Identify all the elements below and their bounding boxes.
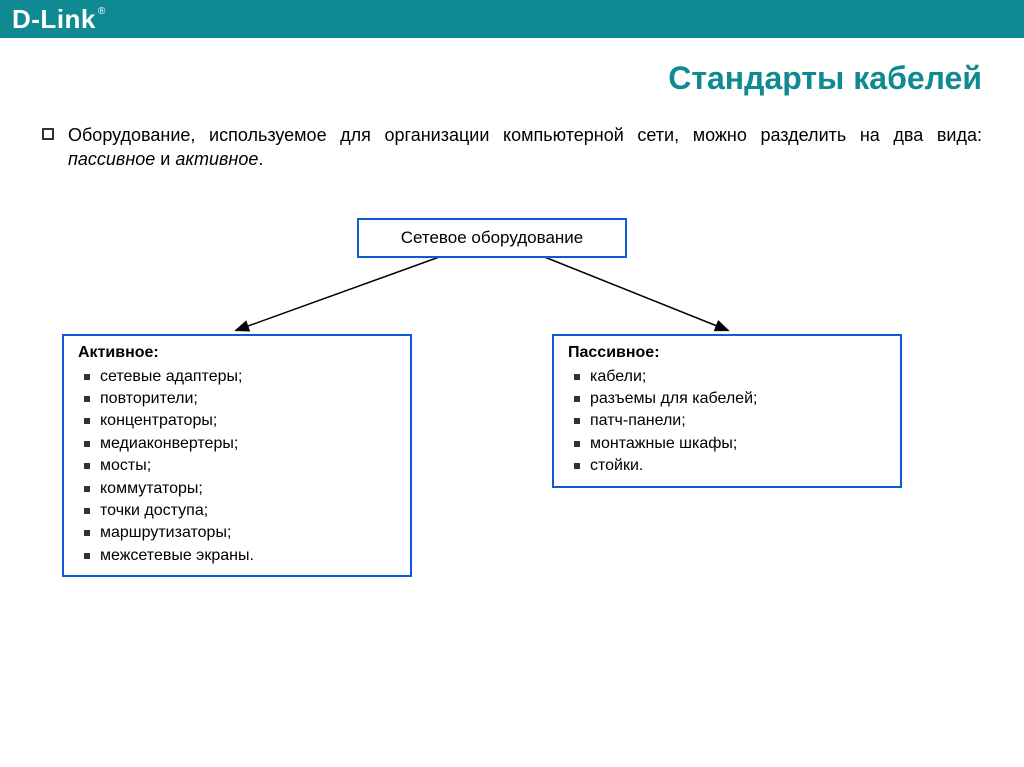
registered-mark: ® [98, 6, 106, 17]
bullet-row: Оборудование, используемое для организац… [42, 123, 982, 172]
body-text: Оборудование, используемое для организац… [0, 105, 1024, 172]
left-node: Активное: сетевые адаптеры;повторители;к… [62, 334, 412, 578]
list-item: стойки. [568, 455, 886, 477]
list-item: разъемы для кабелей; [568, 388, 886, 410]
header-bar: D-Link® [0, 0, 1024, 38]
list-item: медиаконвертеры; [78, 433, 396, 455]
para-mid: и [155, 149, 175, 169]
para-pre: Оборудование, используемое для организац… [68, 125, 982, 145]
list-item: повторители; [78, 388, 396, 410]
list-item: концентраторы; [78, 410, 396, 432]
root-label: Сетевое оборудование [401, 228, 584, 247]
root-node: Сетевое оборудование [357, 218, 627, 258]
right-node-title: Пассивное: [568, 344, 886, 362]
brand-text: D-Link [12, 4, 96, 35]
list-item: кабели; [568, 366, 886, 388]
list-item: точки доступа; [78, 500, 396, 522]
slide-title: Стандарты кабелей [0, 38, 1024, 105]
list-item: коммутаторы; [78, 478, 396, 500]
para-post: . [258, 149, 263, 169]
list-item: монтажные шкафы; [568, 433, 886, 455]
list-item: маршрутизаторы; [78, 522, 396, 544]
para-em2: активное [175, 149, 258, 169]
list-item: сетевые адаптеры; [78, 366, 396, 388]
square-bullet-icon [42, 128, 54, 140]
list-item: мосты; [78, 455, 396, 477]
right-node-list: кабели;разъемы для кабелей;патч-панели;м… [568, 366, 886, 478]
para-em1: пассивное [68, 149, 155, 169]
paragraph: Оборудование, используемое для организац… [68, 123, 982, 172]
brand-logo: D-Link® [12, 4, 106, 35]
right-node: Пассивное: кабели;разъемы для кабелей;па… [552, 334, 902, 488]
list-item: межсетевые экраны. [78, 545, 396, 567]
left-node-list: сетевые адаптеры;повторители;концентрато… [78, 366, 396, 568]
diagram: Сетевое оборудование Активное: сетевые а… [42, 218, 982, 648]
list-item: патч-панели; [568, 410, 886, 432]
left-node-title: Активное: [78, 344, 396, 362]
